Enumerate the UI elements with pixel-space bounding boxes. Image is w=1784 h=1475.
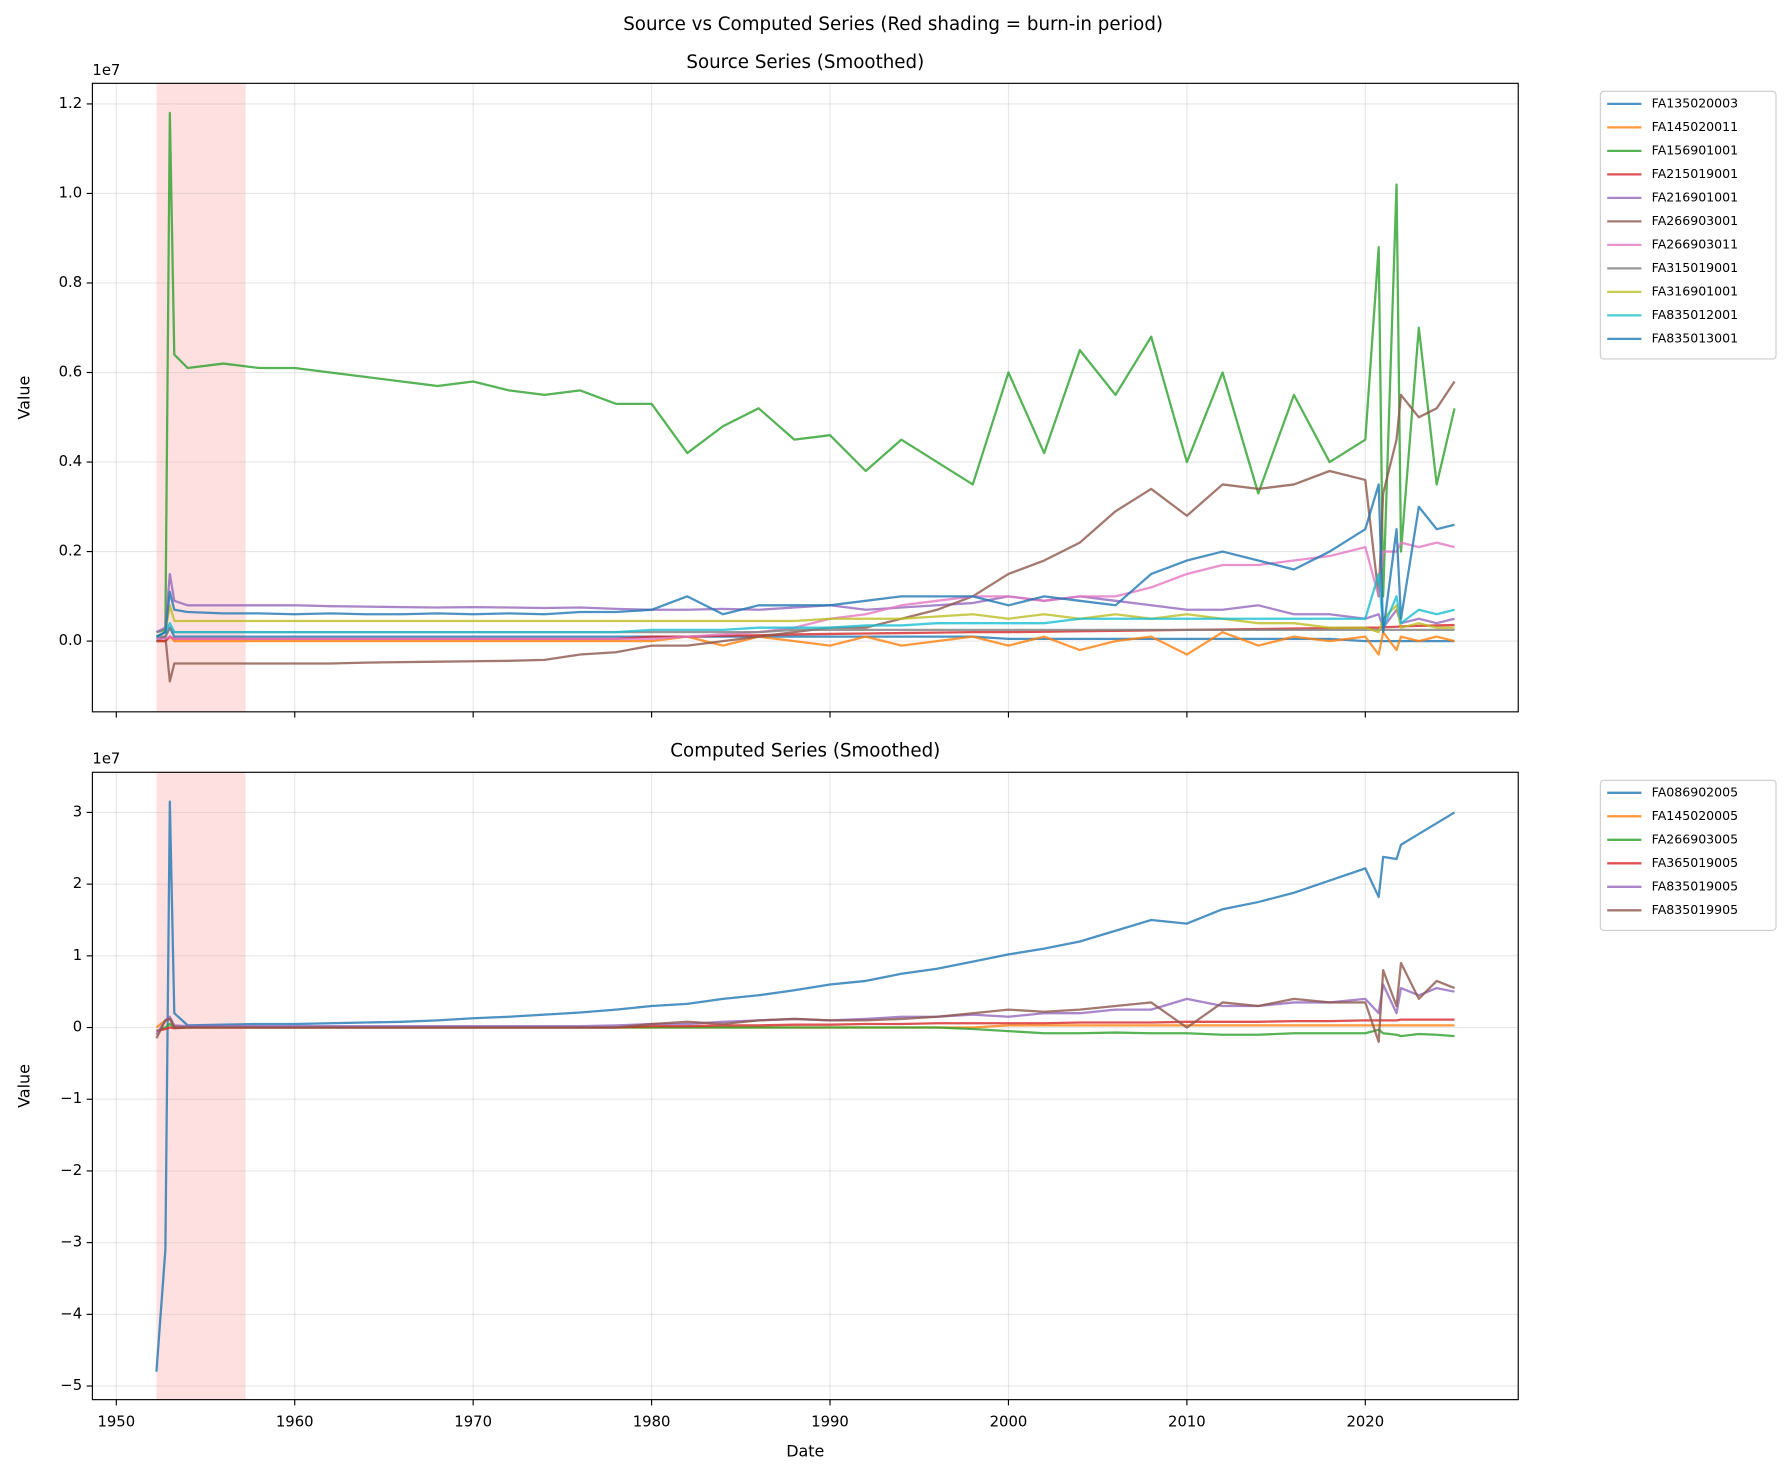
legend-label: FA215019001 (1652, 166, 1738, 181)
y-tick-label: 1 (73, 947, 82, 964)
x-tick-label: 2010 (1168, 1413, 1206, 1430)
legend-label: FA835012001 (1652, 307, 1738, 322)
y-tick-label: 3 (73, 803, 82, 820)
x-tick-label: 1960 (276, 1413, 314, 1430)
series-line (156, 631, 1455, 656)
legend-label: FA266903005 (1652, 831, 1738, 846)
series-line (155, 604, 1455, 638)
series-line (156, 626, 1455, 643)
series-line (156, 541, 1455, 641)
y-axis-label: Value (15, 376, 34, 420)
legend-label: FA266903001 (1652, 213, 1738, 228)
series-line (155, 572, 1455, 638)
legend-label: FA365019005 (1652, 855, 1738, 870)
legend-label: FA216901001 (1652, 189, 1738, 204)
y-tick-label: −2 (60, 1162, 82, 1179)
x-tick-label: 1980 (633, 1413, 671, 1430)
legend-label: FA145020005 (1652, 808, 1738, 823)
x-tick-label: 1990 (811, 1413, 849, 1430)
y-tick-label: 0.8 (59, 274, 83, 291)
legend-label: FA156901001 (1652, 142, 1738, 157)
y-tick-label: 0.4 (59, 453, 83, 470)
x-tick-label: 2020 (1346, 1413, 1384, 1430)
legend-label: FA316901001 (1652, 283, 1738, 298)
legend-label: FA266903011 (1652, 236, 1738, 251)
legend-label: FA835019905 (1652, 902, 1738, 917)
legend-label: FA315019001 (1652, 260, 1738, 275)
legend-label: FA835019005 (1652, 878, 1738, 893)
x-tick-label: 1950 (97, 1413, 135, 1430)
series-line (155, 483, 1455, 638)
offset-label: 1e7 (92, 62, 120, 79)
figure-title: Source vs Computed Series (Red shading =… (623, 14, 1163, 35)
y-tick-label: −3 (60, 1234, 82, 1251)
y-tick-label: 2 (73, 875, 82, 892)
legend-label: FA145020011 (1652, 119, 1738, 134)
y-tick-label: 1.2 (59, 95, 83, 112)
y-tick-label: 1.0 (59, 184, 83, 201)
legend-box (1599, 779, 1777, 931)
series-line (155, 961, 1455, 1044)
series-line (155, 800, 1456, 1372)
offset-label: 1e7 (92, 751, 120, 768)
plot-area (155, 800, 1456, 1372)
legend-box (1599, 90, 1777, 360)
legend-label: FA835013001 (1652, 330, 1738, 345)
legend-label: FA086902005 (1652, 784, 1738, 799)
y-axis-label: Value (15, 1064, 34, 1108)
axes-frame (91, 82, 1519, 713)
series-line (156, 111, 1456, 634)
x-axis-label: Date (786, 1442, 824, 1461)
y-tick-label: −4 (60, 1305, 82, 1322)
x-tick-label: 1970 (454, 1413, 492, 1430)
y-tick-label: 0.0 (59, 632, 83, 649)
x-tick-label: 2000 (990, 1413, 1028, 1430)
legend-label: FA135020003 (1652, 95, 1738, 110)
y-tick-label: −5 (60, 1377, 82, 1394)
y-tick-label: −1 (60, 1090, 82, 1107)
y-tick-label: 0.2 (59, 543, 83, 560)
plot-area (155, 111, 1456, 683)
y-tick-label: 0.6 (59, 364, 83, 381)
axes-frame (91, 771, 1519, 1401)
y-tick-label: 0 (73, 1019, 82, 1036)
subplot-title: Source Series (Smoothed) (686, 52, 924, 73)
subplot-title: Computed Series (Smoothed) (670, 741, 940, 762)
